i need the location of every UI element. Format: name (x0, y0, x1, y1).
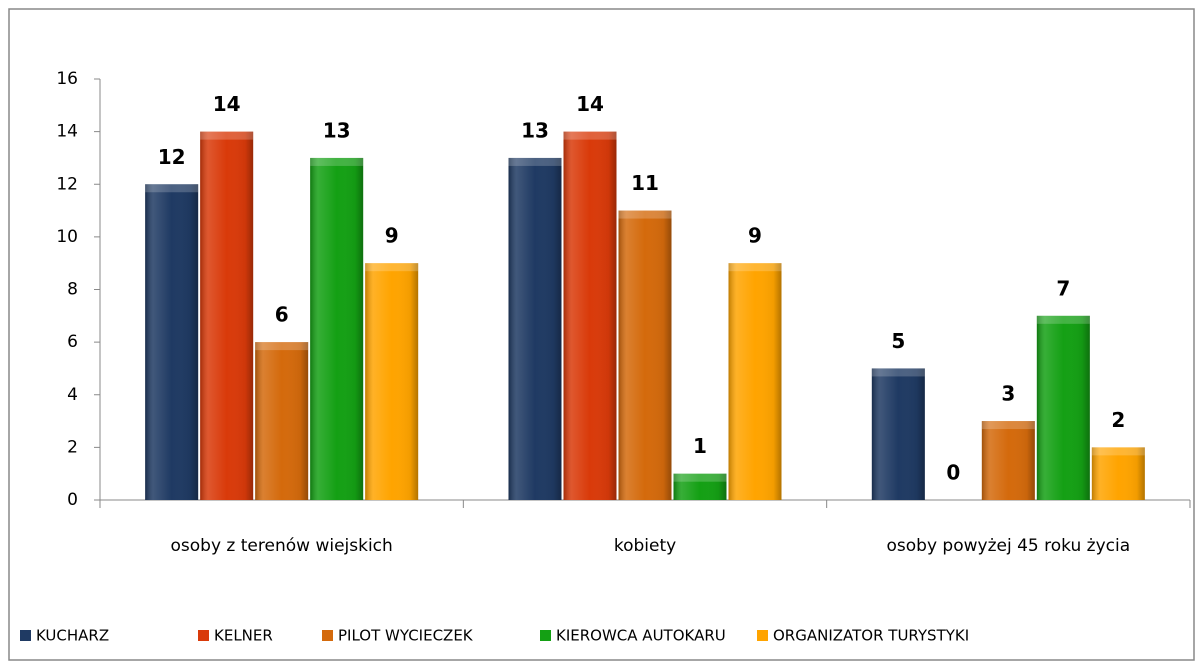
bar-cap (255, 342, 309, 351)
legend-swatch (322, 630, 333, 641)
bar-shade (310, 157, 364, 500)
bar-shade (728, 263, 782, 500)
value-label: 13 (521, 118, 549, 142)
bar-shade (1091, 447, 1145, 500)
bar-shade (365, 263, 419, 500)
y-tick-label: 8 (67, 280, 78, 300)
bar-shade (871, 368, 925, 500)
bar-cap (618, 210, 672, 219)
y-tick-label: 4 (67, 385, 78, 405)
legend-swatch (198, 630, 209, 641)
legend-swatch (757, 630, 768, 641)
legend-label: KELNER (214, 627, 273, 645)
legend-label: KUCHARZ (36, 627, 109, 645)
y-tick-label: 14 (56, 122, 78, 142)
value-label: 3 (1001, 382, 1015, 406)
bar-cap (563, 131, 617, 140)
bar-shade (563, 131, 617, 500)
bar-shade (200, 131, 254, 500)
legend-label: KIEROWCA AUTOKARU (556, 627, 726, 645)
x-tick-label: osoby z terenów wiejskich (171, 536, 393, 556)
value-label: 5 (891, 329, 905, 353)
x-tick-label: kobiety (614, 536, 676, 556)
legend-label: ORGANIZATOR TURYSTYKI (773, 627, 969, 645)
legend-label: PILOT WYCIECZEK (338, 627, 474, 645)
value-label: 12 (158, 145, 186, 169)
bar-shade (1036, 315, 1090, 500)
bar-cap (728, 263, 782, 272)
y-tick-label: 12 (56, 174, 78, 194)
value-label: 13 (323, 118, 351, 142)
bar-cap (310, 157, 364, 166)
bar-cap (871, 368, 925, 377)
y-tick-label: 0 (67, 490, 78, 510)
value-label: 6 (275, 303, 289, 327)
legend-swatch (20, 630, 31, 641)
bar-cap (1036, 315, 1090, 324)
value-label: 14 (576, 92, 604, 116)
bar-cap (145, 184, 199, 193)
bar-shade (673, 473, 727, 500)
bar-cap (200, 131, 254, 140)
value-label: 9 (748, 224, 762, 248)
value-label: 0 (946, 461, 960, 485)
bar-shade (981, 421, 1035, 500)
bar-shade (618, 210, 672, 500)
y-tick-label: 2 (67, 437, 78, 457)
value-label: 1 (693, 434, 707, 458)
frame (8, 8, 1195, 661)
legend-swatch (540, 630, 551, 641)
y-tick-label: 16 (56, 69, 78, 89)
value-label: 9 (385, 224, 399, 248)
bar-cap (365, 263, 419, 272)
bar-cap (1091, 447, 1145, 456)
bar-cap (508, 157, 562, 166)
bar-shade (145, 184, 199, 500)
y-tick-label: 6 (67, 332, 78, 352)
bar-cap (981, 421, 1035, 430)
bar-cap (673, 473, 727, 482)
y-tick-label: 10 (56, 227, 78, 247)
value-label: 11 (631, 171, 659, 195)
x-tick-label: osoby powyżej 45 roku życia (887, 536, 1131, 556)
bar-shade (508, 157, 562, 500)
value-label: 7 (1056, 276, 1070, 300)
value-label: 14 (213, 92, 241, 116)
bar-shade (255, 342, 309, 500)
value-label: 2 (1111, 408, 1125, 432)
